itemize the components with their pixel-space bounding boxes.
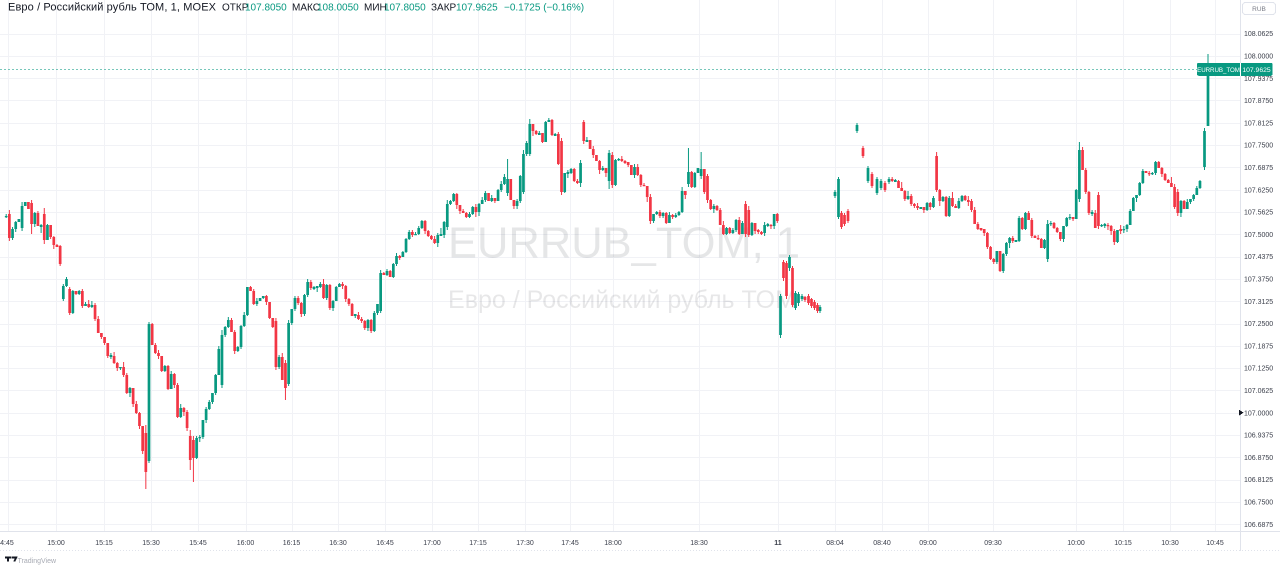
svg-text:16:00: 16:00 <box>237 540 255 547</box>
svg-text:10:00: 10:00 <box>1067 540 1085 547</box>
svg-text:107.5625: 107.5625 <box>1244 210 1273 217</box>
svg-text:10:45: 10:45 <box>1206 540 1224 547</box>
svg-text:17:45: 17:45 <box>561 540 579 547</box>
svg-text:МИН: МИН <box>364 3 387 14</box>
svg-text:106.8125: 106.8125 <box>1244 477 1273 484</box>
svg-text:08:40: 08:40 <box>873 540 891 547</box>
svg-text:107.1250: 107.1250 <box>1244 366 1273 373</box>
svg-text:107.1875: 107.1875 <box>1244 343 1273 350</box>
svg-text:15:00: 15:00 <box>47 540 65 547</box>
svg-text:16:30: 16:30 <box>329 540 347 547</box>
svg-text:09:00: 09:00 <box>919 540 937 547</box>
svg-text:107.9625: 107.9625 <box>1242 67 1271 74</box>
svg-text:107.3750: 107.3750 <box>1244 277 1273 284</box>
svg-text:TradingView: TradingView <box>18 558 57 565</box>
svg-text:17:00: 17:00 <box>423 540 441 547</box>
svg-text:18:30: 18:30 <box>690 540 708 547</box>
svg-text:16:45: 16:45 <box>376 540 394 547</box>
svg-text:107.8750: 107.8750 <box>1244 98 1273 105</box>
svg-text:107.8050: 107.8050 <box>245 3 287 14</box>
svg-text:106.8750: 106.8750 <box>1244 455 1273 462</box>
svg-text:107.6250: 107.6250 <box>1244 187 1273 194</box>
svg-text:107.4375: 107.4375 <box>1244 254 1273 261</box>
svg-text:108.0000: 108.0000 <box>1244 54 1273 61</box>
svg-text:107.8050: 107.8050 <box>384 3 426 14</box>
svg-text:15:15: 15:15 <box>95 540 113 547</box>
svg-text:10:15: 10:15 <box>1114 540 1132 547</box>
svg-text:МАКС: МАКС <box>292 3 320 14</box>
svg-text:14:45: 14:45 <box>0 540 14 547</box>
svg-text:107.0625: 107.0625 <box>1244 388 1273 395</box>
svg-text:107.5000: 107.5000 <box>1244 232 1273 239</box>
svg-text:ОТКР: ОТКР <box>222 3 249 14</box>
svg-text:EURRUB_TOM: EURRUB_TOM <box>1197 67 1240 74</box>
svg-text:107.8125: 107.8125 <box>1244 120 1273 127</box>
svg-text:EURRUB_TOM, 1: EURRUB_TOM, 1 <box>448 220 800 268</box>
svg-text:10:30: 10:30 <box>1161 540 1179 547</box>
svg-text:107.3125: 107.3125 <box>1244 299 1273 306</box>
svg-text:ЗАКР: ЗАКР <box>431 3 457 14</box>
svg-text:Евро / Российский рубль ТОМ, 1: Евро / Российский рубль ТОМ, 1, MOEX <box>8 2 217 14</box>
svg-text:09:30: 09:30 <box>984 540 1002 547</box>
svg-text:107.7500: 107.7500 <box>1244 143 1273 150</box>
svg-text:11: 11 <box>774 540 782 547</box>
svg-text:15:45: 15:45 <box>189 540 207 547</box>
svg-text:107.0000: 107.0000 <box>1244 410 1273 417</box>
svg-text:107.9375: 107.9375 <box>1244 76 1273 83</box>
svg-text:107.9625: 107.9625 <box>456 3 498 14</box>
svg-text:107.6875: 107.6875 <box>1244 165 1273 172</box>
svg-text:Евро / Российский рубль ТОМ: Евро / Российский рубль ТОМ <box>448 286 796 314</box>
svg-text:106.6875: 106.6875 <box>1244 522 1273 529</box>
svg-text:108.0625: 108.0625 <box>1244 31 1273 38</box>
svg-text:17:30: 17:30 <box>516 540 534 547</box>
svg-text:106.7500: 106.7500 <box>1244 500 1273 507</box>
svg-text:17:15: 17:15 <box>469 540 487 547</box>
svg-text:−0.1725 (−0.16%): −0.1725 (−0.16%) <box>504 3 584 14</box>
svg-text:108.0050: 108.0050 <box>317 3 359 14</box>
svg-text:RUB: RUB <box>1252 6 1266 13</box>
svg-text:16:15: 16:15 <box>283 540 301 547</box>
svg-text:18:00: 18:00 <box>604 540 622 547</box>
svg-text:106.9375: 106.9375 <box>1244 433 1273 440</box>
svg-text:15:30: 15:30 <box>142 540 160 547</box>
svg-text:08:04: 08:04 <box>826 540 844 547</box>
svg-text:107.2500: 107.2500 <box>1244 321 1273 328</box>
